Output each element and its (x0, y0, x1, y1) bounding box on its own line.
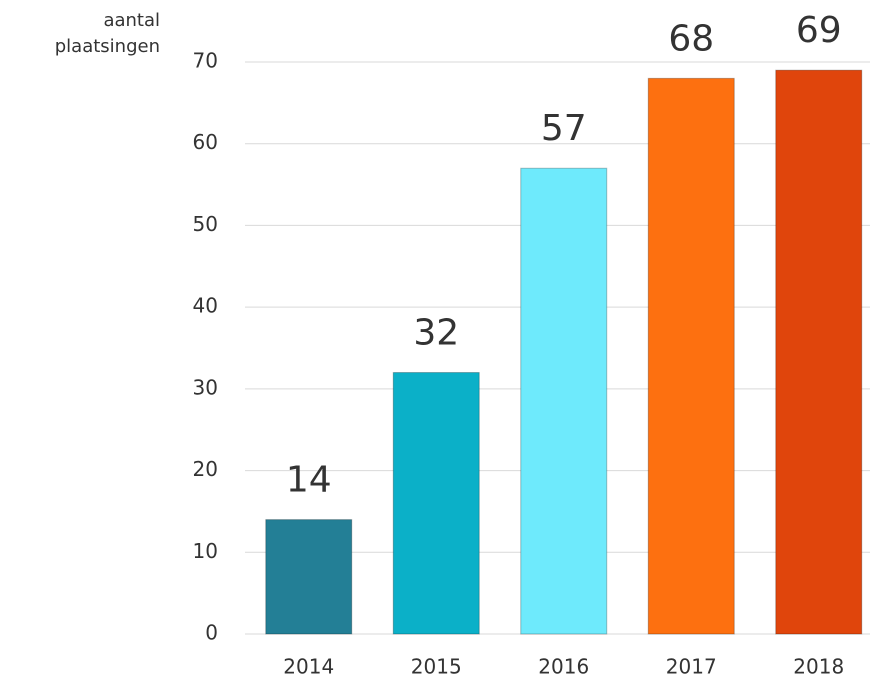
bar (775, 69, 863, 635)
x-tick-label: 2018 (793, 655, 844, 679)
y-tick-label: 50 (193, 212, 218, 236)
x-tick-label: 2015 (411, 655, 462, 679)
y-tick-label: 40 (193, 294, 218, 318)
bar (392, 372, 480, 635)
x-tick-label: 2014 (283, 655, 334, 679)
y-tick-label: 30 (193, 375, 218, 399)
value-label: 57 (541, 108, 587, 149)
y-tick-label: 0 (205, 621, 218, 645)
y-tick-label: 10 (193, 539, 218, 563)
value-label: 14 (286, 460, 332, 501)
y-tick-label: 60 (193, 130, 218, 154)
value-label: 68 (668, 18, 714, 59)
value-label: 32 (413, 313, 459, 354)
y-tick-label: 70 (193, 49, 218, 73)
x-tick-label: 2016 (538, 655, 589, 679)
value-label: 69 (796, 10, 842, 51)
x-tick-label: 2017 (666, 655, 717, 679)
bar (520, 167, 608, 635)
bar (647, 77, 735, 635)
y-tick-label: 20 (193, 457, 218, 481)
bar (265, 519, 353, 635)
y-axis-label: aantal plaatsingen (54, 10, 160, 57)
